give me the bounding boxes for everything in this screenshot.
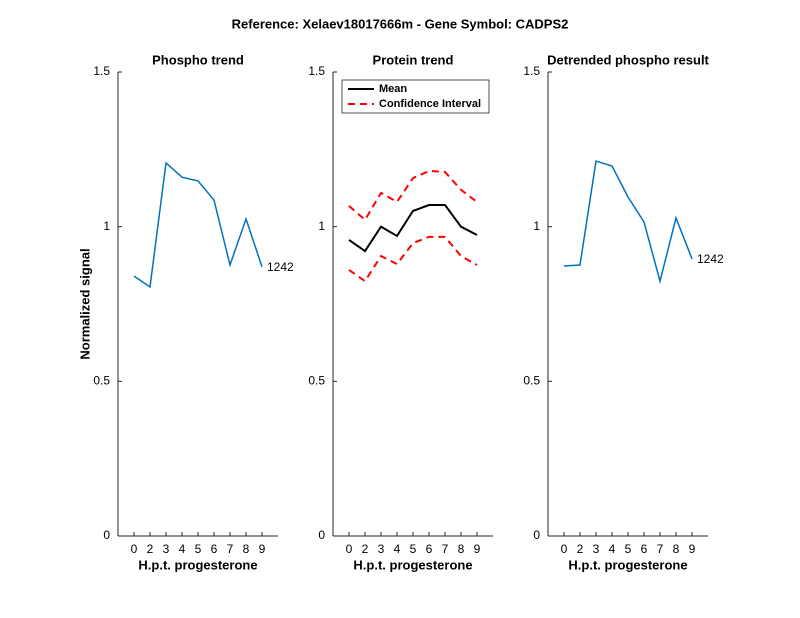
x-tick-label: 5 <box>625 542 632 556</box>
x-tick-label: 4 <box>179 542 186 556</box>
x-tick-label: 4 <box>609 542 616 556</box>
x-tick-label: 5 <box>410 542 417 556</box>
series-line <box>563 160 693 285</box>
x-tick-label: 5 <box>195 542 202 556</box>
x-tick-label: 8 <box>673 542 680 556</box>
chart-title: Detrended phospho result <box>547 52 709 67</box>
x-tick-label: 2 <box>147 542 154 556</box>
annotation: 1242 <box>697 252 724 266</box>
y-tick-label: 0 <box>318 528 325 542</box>
chart-title: Phospho trend <box>152 52 244 67</box>
y-tick-label: 1 <box>318 219 325 233</box>
y-tick-label: 0.5 <box>308 374 325 388</box>
annotation: 1242 <box>267 260 294 274</box>
y-tick-label: 0 <box>103 528 110 542</box>
x-tick-label: 9 <box>474 542 481 556</box>
x-tick-label: 0 <box>346 542 353 556</box>
x-tick-label: 4 <box>394 542 401 556</box>
figure-title: Reference: Xelaev18017666m - Gene Symbol… <box>232 16 569 31</box>
x-tick-label: 0 <box>131 542 138 556</box>
x-tick-label: 2 <box>577 542 584 556</box>
series-line <box>348 204 478 253</box>
y-tick-label: 0.5 <box>93 374 110 388</box>
y-tick-label: 1 <box>533 219 540 233</box>
x-tick-label: 9 <box>259 542 266 556</box>
x-tick-label: 8 <box>243 542 250 556</box>
x-tick-label: 6 <box>426 542 433 556</box>
x-tick-label: 8 <box>458 542 465 556</box>
x-tick-label: 6 <box>211 542 218 556</box>
x-tick-label: 7 <box>227 542 234 556</box>
legend-box <box>341 79 490 114</box>
y-tick-label: 1.5 <box>523 64 540 78</box>
legend-label: Mean <box>379 83 407 95</box>
chart-title: Protein trend <box>373 52 454 67</box>
series-line <box>348 169 478 222</box>
x-axis-label: H.p.t. progesterone <box>138 557 257 572</box>
series-line <box>348 235 478 283</box>
x-axis-label: H.p.t. progesterone <box>568 557 687 572</box>
x-tick-label: 7 <box>442 542 449 556</box>
y-tick-label: 1 <box>103 219 110 233</box>
series-line <box>133 161 263 289</box>
y-axis-label: Normalized signal <box>77 248 92 359</box>
x-tick-label: 6 <box>641 542 648 556</box>
x-tick-label: 3 <box>378 542 385 556</box>
x-tick-label: 0 <box>561 542 568 556</box>
x-tick-label: 2 <box>362 542 369 556</box>
y-tick-label: 0 <box>533 528 540 542</box>
x-axis-label: H.p.t. progesterone <box>353 557 472 572</box>
x-tick-label: 7 <box>657 542 664 556</box>
x-tick-label: 9 <box>689 542 696 556</box>
y-tick-label: 1.5 <box>308 64 325 78</box>
x-tick-label: 3 <box>163 542 170 556</box>
y-tick-label: 0.5 <box>523 374 540 388</box>
legend-label: Confidence Interval <box>379 98 481 110</box>
y-tick-label: 1.5 <box>93 64 110 78</box>
x-tick-label: 3 <box>593 542 600 556</box>
